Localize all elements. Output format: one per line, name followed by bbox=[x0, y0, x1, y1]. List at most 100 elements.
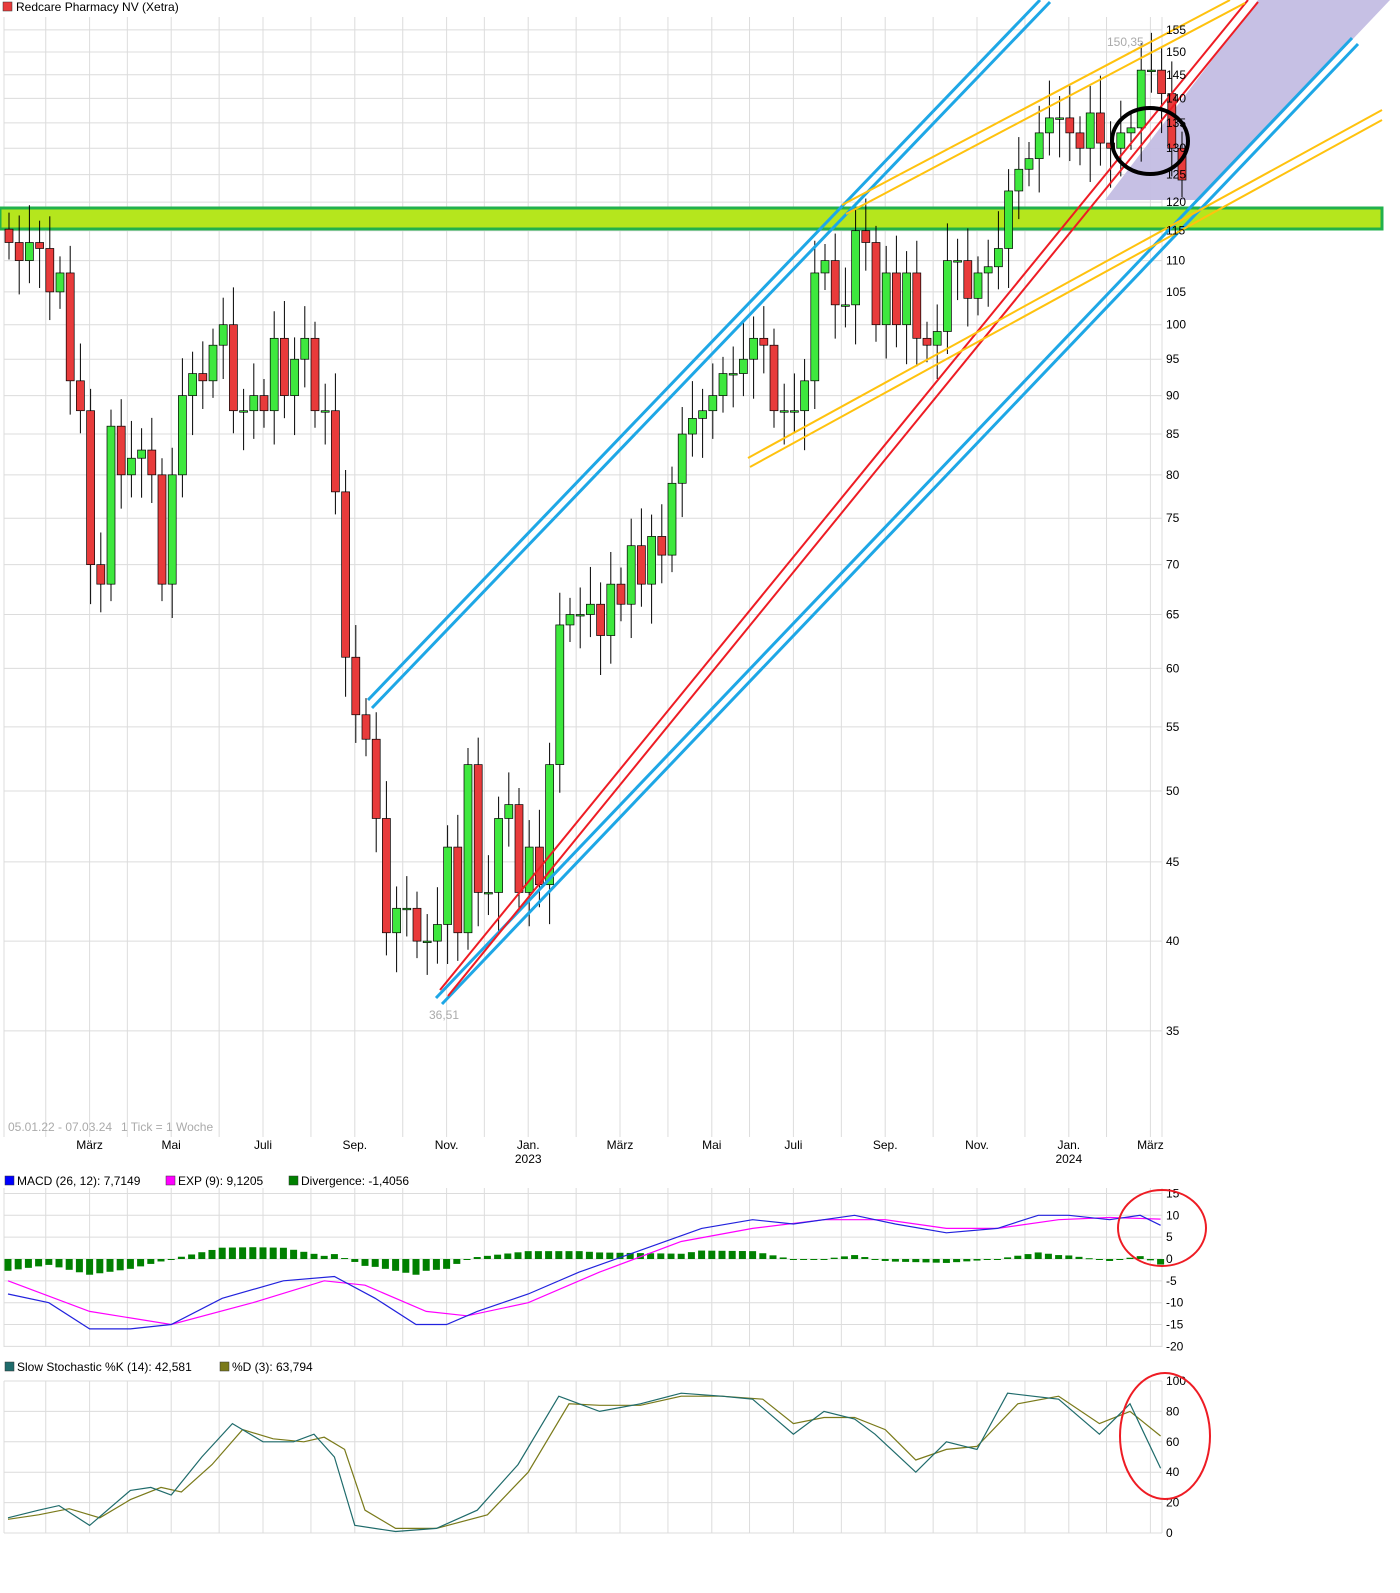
candle-up bbox=[626, 545, 636, 605]
divergence-bar bbox=[851, 1255, 859, 1259]
candle-up bbox=[902, 272, 911, 326]
price-tick-label: 85 bbox=[1166, 427, 1180, 441]
candle-up bbox=[25, 242, 34, 261]
month-tick-label: Sep. bbox=[342, 1138, 367, 1152]
candle-up bbox=[1045, 117, 1054, 134]
channel-lower-line-2 bbox=[440, 42, 1360, 1006]
macd-line bbox=[7, 1214, 1161, 1330]
divergence-bar bbox=[351, 1259, 359, 1262]
candle-down bbox=[371, 738, 381, 819]
divergence-bar bbox=[392, 1259, 400, 1271]
divergence-bar bbox=[1157, 1259, 1165, 1265]
candle-down bbox=[259, 395, 269, 412]
candle-up bbox=[677, 433, 687, 484]
candle-down bbox=[871, 242, 881, 326]
candle-up bbox=[504, 804, 514, 819]
channel-upper-line bbox=[366, 0, 1042, 702]
high-label: 150,35 bbox=[1107, 35, 1144, 49]
candle-up bbox=[392, 907, 401, 934]
divergence-bar bbox=[1116, 1259, 1124, 1260]
candle-up bbox=[494, 818, 503, 893]
month-tick-label: Sep. bbox=[873, 1138, 898, 1152]
divergence-bar bbox=[290, 1249, 298, 1259]
divergence-bar bbox=[126, 1259, 134, 1269]
macd-legend: MACD (26, 12): 7,7149 EXP (9): 9,1205 Di… bbox=[4, 1174, 409, 1188]
candle-up bbox=[1055, 117, 1064, 120]
stoch-tick-label: 100 bbox=[1166, 1374, 1186, 1388]
divergence-bar bbox=[942, 1259, 950, 1263]
macd-tick-label: -20 bbox=[1166, 1339, 1184, 1353]
divergence-bar bbox=[749, 1251, 757, 1259]
month-tick-label: Nov. bbox=[435, 1138, 459, 1152]
signal-line bbox=[7, 1216, 1161, 1326]
divergence-legend-label: Divergence: -1,4056 bbox=[301, 1174, 409, 1188]
price-tick-label: 130 bbox=[1166, 141, 1186, 155]
divergence-bar bbox=[636, 1253, 644, 1259]
candle-up bbox=[1116, 132, 1126, 149]
divergence-bar bbox=[932, 1259, 940, 1263]
divergence-bar bbox=[443, 1259, 451, 1269]
divergence-bar bbox=[779, 1257, 787, 1259]
price-tick-label: 95 bbox=[1166, 352, 1180, 366]
price-tick-label: 105 bbox=[1166, 285, 1186, 299]
divergence-bar bbox=[830, 1257, 838, 1259]
divergence-bar bbox=[922, 1259, 930, 1263]
price-tick-label: 75 bbox=[1166, 511, 1180, 525]
candle-up bbox=[739, 358, 748, 374]
divergence-bar bbox=[361, 1259, 369, 1266]
fan-lower-line-2 bbox=[749, 119, 1383, 468]
divergence-bar bbox=[1055, 1255, 1063, 1259]
stoch-tick-label: 60 bbox=[1166, 1435, 1180, 1449]
divergence-bar bbox=[188, 1254, 196, 1259]
divergence-bar bbox=[483, 1255, 491, 1259]
divergence-bar bbox=[341, 1258, 349, 1260]
candle-up bbox=[1024, 158, 1034, 170]
candle-up bbox=[443, 846, 452, 925]
month-tick-label: Mai bbox=[702, 1138, 721, 1152]
candle-up bbox=[218, 324, 228, 346]
stoch-d-legend-label: %D (3): 63,794 bbox=[232, 1360, 313, 1374]
divergence-bar bbox=[14, 1259, 22, 1270]
divergence-bar bbox=[585, 1251, 593, 1259]
candle-down bbox=[96, 564, 106, 585]
divergence-bar bbox=[300, 1251, 308, 1259]
candle-down bbox=[229, 324, 238, 412]
support-band bbox=[0, 206, 1384, 231]
candle-up bbox=[749, 337, 758, 360]
price-tick-label: 110 bbox=[1166, 254, 1185, 268]
candle-up bbox=[779, 410, 789, 413]
year-tick-label: 2023 bbox=[515, 1152, 542, 1166]
candle-up bbox=[606, 583, 616, 636]
candle-down bbox=[351, 656, 361, 716]
price-tick-label: 115 bbox=[1166, 224, 1185, 238]
candle-up bbox=[1014, 168, 1024, 192]
divergence-bar bbox=[698, 1250, 706, 1259]
candle-up bbox=[208, 344, 218, 382]
divergence-bar bbox=[891, 1259, 899, 1262]
candle-down bbox=[1075, 132, 1085, 149]
candle-up bbox=[943, 260, 952, 332]
stoch-d-line bbox=[7, 1395, 1161, 1529]
candle-down bbox=[412, 907, 422, 942]
candle-down bbox=[86, 410, 95, 566]
divergence-bar bbox=[667, 1253, 675, 1259]
price-tick-label: 125 bbox=[1166, 168, 1186, 182]
candle-up bbox=[249, 395, 259, 412]
divergence-bar bbox=[1044, 1253, 1052, 1259]
divergence-bar bbox=[402, 1259, 410, 1273]
divergence-bar bbox=[35, 1259, 43, 1267]
candle-down bbox=[331, 410, 340, 493]
candle-up bbox=[1004, 190, 1013, 249]
divergence-bar bbox=[1136, 1256, 1144, 1259]
candle-up bbox=[178, 395, 187, 476]
candle-up bbox=[647, 536, 656, 585]
macd-tick-label: -5 bbox=[1166, 1274, 1177, 1288]
fan-upper-line-2 bbox=[845, 2, 1246, 215]
divergence-bar bbox=[494, 1254, 502, 1259]
candle-up bbox=[106, 425, 116, 585]
price-tick-label: 90 bbox=[1166, 389, 1180, 403]
divergence-bar bbox=[596, 1252, 604, 1259]
divergence-bar bbox=[1106, 1259, 1114, 1261]
